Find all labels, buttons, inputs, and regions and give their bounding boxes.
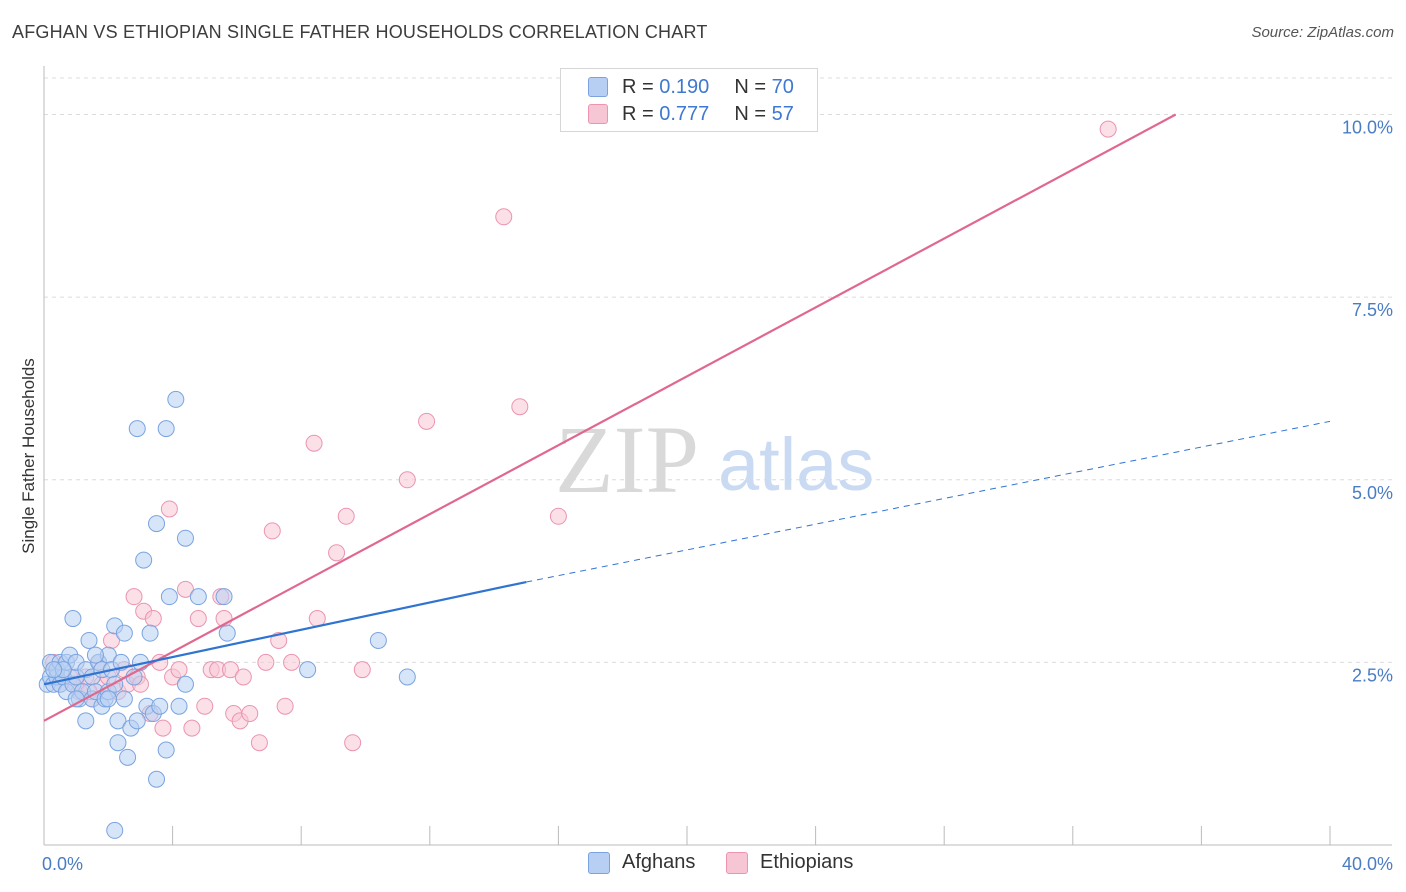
watermark-zip: ZIP [555,406,699,513]
afghan-point [176,675,194,693]
afghan-point [86,646,104,664]
ethiopian-point [160,500,178,518]
ethiopian-point [125,588,143,606]
afghan-point [128,420,146,438]
afghans-swatch [588,851,610,874]
chart-title: AFGHAN VS ETHIOPIAN SINGLE FATHER HOUSEH… [12,22,708,42]
n-value: 70 [771,75,794,98]
ethiopian-point [257,653,275,671]
ethiopian-point [328,544,346,562]
ethiopian-point [176,580,194,598]
ethiopian-point [170,661,188,679]
ethiopian-point [241,705,259,723]
r-value: 0.777 [659,102,710,125]
afghan-point [148,515,166,533]
afghan-point [45,661,63,679]
y-axis-label: Single Father Households [19,358,38,554]
ethiopian-point [337,507,355,525]
ethiopian-point [250,734,268,752]
ethiopian-point [234,668,252,686]
afghan-trendline [43,580,527,686]
afghan-trendline-extension [526,420,1331,583]
y-tick-label: 10.0% [1342,118,1393,138]
ethiopian-point [196,697,214,715]
watermark: ZIP atlas [555,406,874,513]
ethiopians-swatch [726,851,748,874]
source-label: Source: ZipAtlas.com [1251,24,1394,41]
r-value: 0.190 [659,75,710,98]
ethiopian-trendline [43,113,1177,722]
ethiopian-point [189,610,207,628]
ethiopian-point [283,653,301,671]
ethiopian-point [276,697,294,715]
ethiopians-swatch [588,104,608,124]
ethiopian-point [398,471,416,489]
afghan-point [218,624,236,642]
afghan-point [77,712,95,730]
afghan-point [115,690,133,708]
n-label: N = [734,102,767,125]
afghans-swatch [588,77,608,97]
y-tick-label: 2.5% [1352,665,1393,685]
afghan-point [109,712,127,730]
afghan-point [189,588,207,606]
ethiopian-point [549,507,567,525]
n-label: N = [734,75,767,98]
afghan-point [128,712,146,730]
stats-legend: R = 0.190 N = 70 R = 0.777 N = 57 [560,68,818,132]
afghan-point [398,668,416,686]
x-tick-label: 0.0% [42,854,83,874]
legend-label-ethiopians: Ethiopians [760,851,854,873]
x-tick-label: 40.0% [1342,854,1393,874]
afghan-point [115,624,133,642]
ethiopian-point [183,719,201,737]
afghan-point [167,390,185,408]
afghan-point [160,588,178,606]
afghan-point [99,690,117,708]
afghan-point [141,624,159,642]
legend-row-ethiopians: R = 0.777 N = 57 [561,101,794,127]
afghan-point [119,748,137,766]
watermark-atlas: atlas [718,423,874,506]
afghan-point [80,631,98,649]
afghan-point [170,697,188,715]
ethiopian-point [263,522,281,540]
ethiopian-point [495,208,513,226]
ethiopian-point [511,398,529,416]
ethiopian-point [353,661,371,679]
ethiopian-point [154,719,172,737]
legend-item-ethiopians[interactable]: Ethiopians [726,851,853,874]
afghan-point [135,551,153,569]
afghan-point [157,420,175,438]
afghan-point [106,821,124,839]
ethiopian-point [1099,120,1117,138]
legend-item-afghans[interactable]: Afghans [588,851,695,874]
ethiopian-point [144,610,162,628]
afghan-point [109,734,127,752]
afghan-point [369,631,387,649]
afghan-point [176,529,194,547]
legend-row-afghans: R = 0.190 N = 70 [561,74,794,100]
afghan-point [157,741,175,759]
afghan-point [151,697,169,715]
n-value: 57 [771,102,794,125]
y-tick-label: 7.5% [1352,300,1393,320]
ethiopian-point [221,661,239,679]
afghan-point [215,588,233,606]
r-label: R = [622,102,654,125]
ethiopian-point [305,434,323,452]
afghan-point [299,661,317,679]
legend-label-afghans: Afghans [622,851,696,873]
ethiopian-point [344,734,362,752]
y-tick-label: 5.0% [1352,483,1393,503]
afghan-point [148,770,166,788]
afghan-point [64,610,82,628]
r-label: R = [622,75,654,98]
ethiopian-point [418,412,436,430]
